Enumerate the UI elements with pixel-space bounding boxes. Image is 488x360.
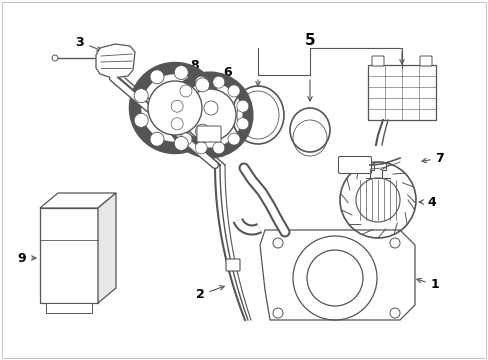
Circle shape <box>148 81 202 135</box>
Polygon shape <box>96 44 135 78</box>
FancyBboxPatch shape <box>338 157 371 174</box>
Circle shape <box>272 308 283 318</box>
Circle shape <box>150 70 163 84</box>
Text: 4: 4 <box>418 195 435 208</box>
Circle shape <box>236 100 248 112</box>
Circle shape <box>174 66 188 80</box>
FancyBboxPatch shape <box>419 56 431 66</box>
FancyBboxPatch shape <box>367 65 435 120</box>
Circle shape <box>195 124 209 138</box>
Circle shape <box>212 76 224 88</box>
Circle shape <box>227 133 240 145</box>
Circle shape <box>389 308 399 318</box>
Text: 3: 3 <box>76 36 101 51</box>
Polygon shape <box>40 193 116 208</box>
Circle shape <box>171 118 183 130</box>
Circle shape <box>195 78 209 92</box>
Text: 5: 5 <box>304 32 315 48</box>
Text: 7: 7 <box>421 152 444 165</box>
Circle shape <box>236 118 248 130</box>
Circle shape <box>195 76 207 88</box>
Text: 9: 9 <box>18 252 36 265</box>
Circle shape <box>227 85 240 97</box>
Circle shape <box>203 101 218 115</box>
Circle shape <box>150 132 163 146</box>
Circle shape <box>134 89 148 103</box>
FancyBboxPatch shape <box>225 259 240 271</box>
Circle shape <box>134 113 148 127</box>
FancyBboxPatch shape <box>197 126 221 142</box>
Text: 1: 1 <box>416 278 439 292</box>
FancyBboxPatch shape <box>46 303 92 313</box>
Polygon shape <box>260 230 414 320</box>
Polygon shape <box>98 193 116 303</box>
Circle shape <box>195 142 207 154</box>
Circle shape <box>183 89 236 141</box>
FancyBboxPatch shape <box>371 56 383 66</box>
Text: 8: 8 <box>185 59 199 72</box>
Circle shape <box>272 238 283 248</box>
Circle shape <box>180 133 192 145</box>
Circle shape <box>389 238 399 248</box>
Text: 6: 6 <box>220 66 232 81</box>
Circle shape <box>180 85 192 97</box>
Text: 2: 2 <box>195 286 224 302</box>
Circle shape <box>52 55 58 61</box>
Circle shape <box>174 136 188 150</box>
FancyBboxPatch shape <box>40 208 98 303</box>
Circle shape <box>171 100 183 112</box>
Circle shape <box>212 142 224 154</box>
